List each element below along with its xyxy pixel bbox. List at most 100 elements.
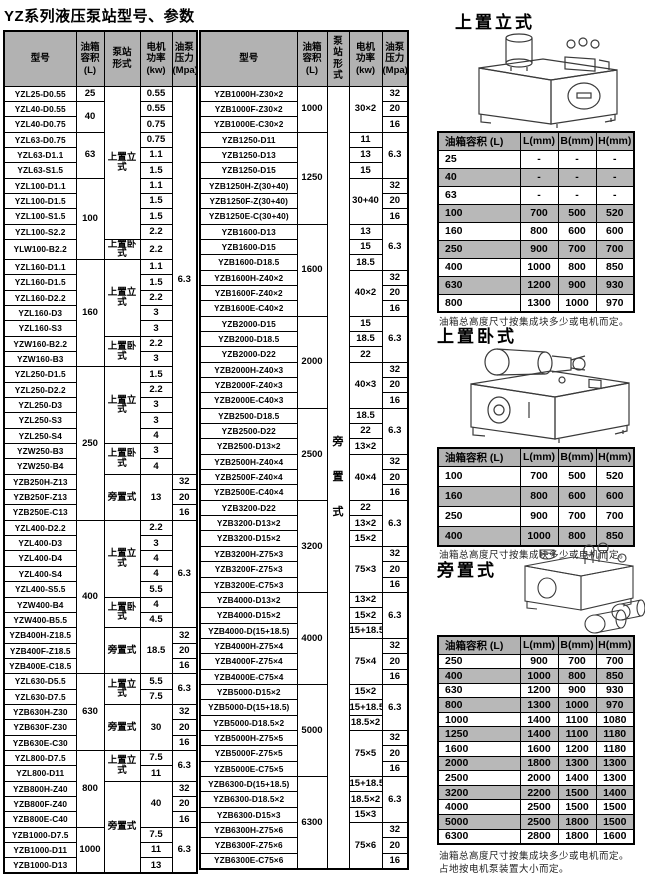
table-row: YZL100-D1.1 100 1.1 [3,177,197,260]
model-cell: YZB1250F-Z(30+40) [199,192,298,210]
model-cell: YZB6300E-C75×6 [199,852,298,870]
model-cell: 800 [437,697,521,713]
model-cell: YZB1600E-C40×2 [199,300,298,317]
value-cell: 1500 [557,784,597,801]
table-row: YZB250F-Z13 20 [3,489,198,506]
value-cell: 32 [381,729,409,747]
model-cell: YZL160-D1.5 [3,274,77,291]
value-cell: 32 [381,821,409,839]
model-cell: YZB1600-D18.5 [199,254,298,271]
note-side-mounted-1: 油箱总高度尺寸按集成块多少或电机而定。 [439,852,630,862]
value-cell: 75×6 [348,821,383,870]
dims-table-top-vertical: 油箱容积 (L) L(mm) B(mm) H(mm) 25- - -40- - -63- - -10… [437,131,635,313]
value-cell: 1000 [557,697,597,713]
table-row: YZB1600F-Z40×2 20 [199,284,409,302]
value-cell: 0.75 [139,131,173,148]
model-cell: YZB3200-D15×2 [199,530,298,547]
model-cell: YZB1600-D15 [199,238,298,256]
table-row: 2000 1800 1300 1300 [437,755,635,772]
value-cell: 1500 [595,799,635,816]
column-header: 泵站 形式 [103,30,141,87]
value-cell: 900 [557,275,597,295]
value-cell: 15×2 [348,607,383,624]
value-cell: 6.3 [381,223,409,271]
table-row: YZL160-D1.1 160 上置立式 1.1 [3,258,197,368]
model-cell: 160 [437,485,521,507]
value-cell: 930 [595,682,635,699]
value-cell: 900 [519,239,559,259]
value-cell: 40×4 [348,453,383,501]
column-header: 油泵 压力 (Mpa) [171,30,198,87]
value-cell: 16 [381,576,409,593]
table-row: 63- - - [437,185,635,205]
model-cell: 1250 [437,726,521,743]
column-header: H(mm) [595,131,635,151]
value-cell: 1600 [296,223,328,317]
table-row: 250 900 700 700 [437,239,635,259]
value-cell: 上置卧式 [103,238,141,260]
model-cell: 100 [437,465,521,487]
table-row: YZL100-D1.5 1.5 [3,192,197,210]
model-cell: YZB1600-D13 [199,223,298,240]
value-cell: 3 [139,304,173,322]
value-cell: 2.2 [139,381,173,399]
dims-table-top-horizontal-grid: 油箱容积 (L) L(mm) B(mm) H(mm) 100 700 500 520 160 80… [437,447,635,547]
column-header: L(mm) [519,447,559,467]
value-cell: 32 [381,177,409,194]
model-cell: YZB4000-D(15+18.5) [199,622,298,639]
table-row: 5000 2500 1800 1500 [437,814,635,830]
value-cell: 1250 [296,131,328,225]
table-row: YZB4000-D15×2 15×2 [199,607,408,624]
model-cell: YZB5000F-Z75×5 [199,745,298,762]
value-cell: 1300 [595,755,635,772]
value-cell: 6.3 [381,499,409,547]
value-cell: 旁置式 [103,627,141,675]
table-row: YZB4000F-Z75×4 20 [199,653,409,670]
model-cell: YZW250-B4 [3,458,77,475]
value-cell: 20 [171,795,198,813]
model-cell: 6300 [437,828,521,845]
model-cell: YZB2000F-Z40×3 [199,377,298,394]
model-cell: YZL63-D1.1 [3,146,77,164]
table-row: YZB5000-D15×2 5000 15×2 6.3 [199,683,409,777]
table-row: 100 700 500 520 [437,465,635,487]
value-cell: - [595,167,635,187]
model-cell: YZB2500H-Z40×4 [199,453,298,471]
table-row: YZB1000-D7.5 1000 7.5 6.3 [3,826,198,874]
model-cell: YZB2500-D18.5 [199,407,298,425]
table-row: YZB630E-C30 16 [3,734,198,751]
value-cell: 1180 [595,726,635,743]
table-row: YZB5000-D18.5×2 18.5×2 [199,714,408,731]
table-row: 400 1000 800 850 [437,525,635,547]
model-cell: YZL250-D2.2 [3,381,77,399]
model-cell: YZB1000F-Z30×2 [199,100,298,118]
model-cell: 63 [437,185,521,205]
value-cell: 32 [381,361,409,379]
model-cell: YZW160-B3 [3,350,77,368]
model-cell: YZL400-D2.2 [3,519,77,537]
value-cell: 4 [139,596,173,613]
model-cell: YZL250-D3 [3,397,77,414]
value-cell: 20 [381,284,409,302]
value-cell: 32 [171,703,198,721]
column-header: 电机 功率 (kw) [139,30,173,87]
model-cell: YZB5000-D(15+18.5) [199,699,298,716]
table-row: YZL400-S5.5 5.5 [3,581,197,598]
column-header: B(mm) [557,635,597,655]
value-cell: 32 [171,627,198,644]
table-row: 800 1300 1000 970 [437,293,635,313]
value-cell: 6.3 [381,131,409,179]
value-cell: 32 [381,545,409,563]
table-row: YZB1000E-C30×2 16 [199,116,409,133]
value-cell: 400 [75,519,105,675]
table-row: YZB400F-Z18.5 20 [3,642,198,659]
note-side-mounted-2: 占地按电机泵装置大小而定。 [439,865,570,875]
value-cell: 6.3 [171,519,198,629]
value-cell: 18.5×2 [348,714,383,731]
model-cell: YZB1250-D13 [199,146,298,164]
value-cell: 700 [519,203,559,223]
value-cell: 16 [381,852,409,870]
value-cell: 32 [381,269,409,286]
column-header: 油箱容积 (L) [437,635,521,655]
value-cell: 32 [381,453,409,471]
